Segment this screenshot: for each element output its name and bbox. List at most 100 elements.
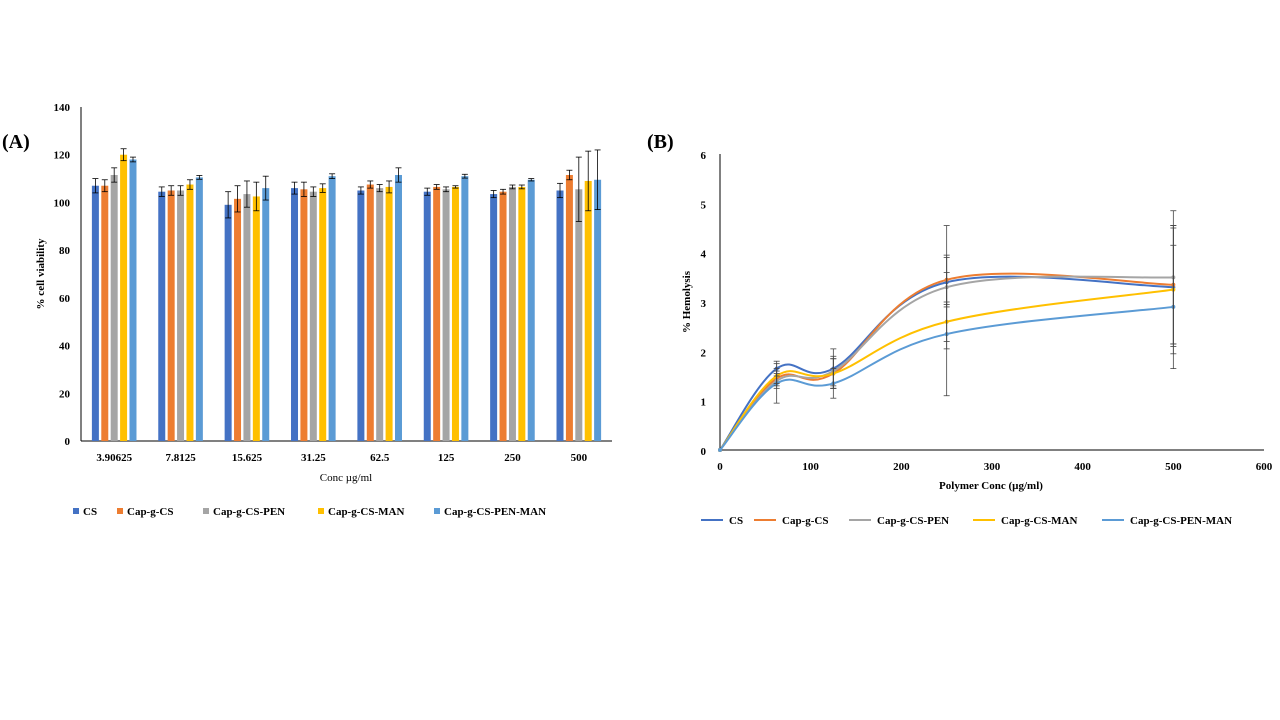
bar xyxy=(177,190,185,441)
error-bars-a xyxy=(92,148,601,222)
x-tick-label: 31.25 xyxy=(301,452,326,464)
series-line xyxy=(719,288,1174,451)
y-tick-label: 6 xyxy=(701,150,707,162)
bar xyxy=(565,174,573,441)
legend-label: CS xyxy=(83,506,97,518)
x-tick-label: 0 xyxy=(717,461,723,473)
bar xyxy=(385,186,393,441)
y-tick-label: 60 xyxy=(59,293,71,305)
bar xyxy=(527,179,535,441)
bar xyxy=(167,190,175,441)
error-bars-b xyxy=(773,210,1177,404)
bar xyxy=(518,186,526,441)
legend-swatch xyxy=(318,508,324,514)
series-line xyxy=(719,305,1174,451)
legend-label: CS xyxy=(729,515,743,527)
legend-label: Cap-g-CS xyxy=(127,506,173,518)
y-tick-label: 4 xyxy=(701,249,707,261)
y-axis-title-a: % cell viability xyxy=(35,238,47,309)
bar xyxy=(376,188,384,441)
bar xyxy=(575,189,583,441)
bar xyxy=(129,159,137,441)
bar xyxy=(243,194,251,441)
bar xyxy=(423,191,431,441)
x-tick-label: 62.5 xyxy=(370,452,390,464)
bar xyxy=(158,191,166,441)
y-tick-label: 0 xyxy=(701,446,707,458)
y-tick-label: 0 xyxy=(65,436,71,448)
legend-a: CS Cap-g-CS Cap-g-CS-PEN Cap-g-CS-MAN Cap-g-… xyxy=(73,506,546,518)
x-tick-label: 125 xyxy=(438,452,455,464)
legend-b: CS Cap-g-CS Cap-g-CS-PEN Cap-g-CS-MAN Cap-g-… xyxy=(701,515,1232,527)
bar xyxy=(252,196,260,441)
y-axis-b: 0 1 2 3 4 5 6 xyxy=(701,150,721,458)
bar xyxy=(224,204,232,441)
bar xyxy=(319,188,327,441)
bar xyxy=(490,194,498,441)
y-tick-label: 40 xyxy=(59,341,71,353)
y-tick-label: 3 xyxy=(701,298,707,310)
bar xyxy=(451,186,459,441)
bar xyxy=(120,154,128,441)
x-tick-label: 200 xyxy=(893,461,910,473)
legend-label: Cap-g-CS-MAN xyxy=(1001,515,1077,527)
bar xyxy=(291,188,299,441)
legend-label: Cap-g-CS-PEN-MAN xyxy=(444,506,546,518)
bar xyxy=(101,185,109,441)
data-point xyxy=(718,448,722,452)
bar xyxy=(91,185,99,441)
y-tick-label: 120 xyxy=(54,150,71,162)
x-tick-label: 15.625 xyxy=(232,452,263,464)
bar xyxy=(186,184,194,442)
x-tick-label: 300 xyxy=(984,461,1001,473)
legend-label: Cap-g-CS-PEN-MAN xyxy=(1130,515,1232,527)
bar xyxy=(234,198,242,441)
legend-swatch xyxy=(203,508,209,514)
bar xyxy=(262,188,270,441)
x-tick-label: 400 xyxy=(1074,461,1091,473)
bar xyxy=(433,186,441,441)
series-line xyxy=(719,275,1174,451)
y-tick-label: 5 xyxy=(701,199,707,211)
x-axis-title-a: Conc µg/ml xyxy=(320,472,372,484)
y-axis-title-b: % Hemolysis xyxy=(681,270,693,333)
chart-a: (A) 0 20 40 60 80 100 120 140 3.90625 7.8125 15.6… xyxy=(2,102,612,518)
legend-label: Cap-g-CS xyxy=(782,515,828,527)
y-tick-label: 2 xyxy=(701,347,707,359)
x-axis-title-b: Polymer Conc (µg/ml) xyxy=(939,480,1043,492)
bar xyxy=(499,191,507,441)
bar xyxy=(584,180,592,441)
bars-a xyxy=(91,154,602,442)
x-tick-label: 500 xyxy=(1165,461,1182,473)
y-tick-label: 100 xyxy=(54,197,71,209)
bar xyxy=(366,184,374,442)
panel-label-b: (B) xyxy=(647,131,674,153)
legend-swatch xyxy=(434,508,440,514)
y-axis-a: 0 20 40 60 80 100 120 140 xyxy=(54,102,82,448)
bar xyxy=(442,189,450,441)
bar xyxy=(357,190,365,441)
bar xyxy=(309,191,317,441)
y-tick-label: 140 xyxy=(54,102,71,114)
x-tick-label: 250 xyxy=(504,452,521,464)
lines-b xyxy=(718,272,1176,452)
y-tick-label: 20 xyxy=(59,388,71,400)
panel-label-a: (A) xyxy=(2,131,30,153)
legend-label: Cap-g-CS-MAN xyxy=(328,506,404,518)
x-tick-label: 3.90625 xyxy=(96,452,132,464)
y-tick-label: 80 xyxy=(59,245,71,257)
x-tick-label: 7.8125 xyxy=(165,452,196,464)
bar xyxy=(110,174,118,441)
legend-swatch xyxy=(73,508,79,514)
series-line xyxy=(719,275,1174,451)
bar xyxy=(195,177,203,441)
y-tick-label: 1 xyxy=(701,397,707,409)
legend-label: Cap-g-CS-PEN xyxy=(213,506,285,518)
x-axis-b: 0 100 200 300 400 500 600 xyxy=(717,449,1273,473)
bar xyxy=(556,190,564,441)
bar xyxy=(394,174,402,441)
bar xyxy=(328,176,336,441)
x-tick-label: 500 xyxy=(571,452,588,464)
x-tick-label: 600 xyxy=(1256,461,1273,473)
